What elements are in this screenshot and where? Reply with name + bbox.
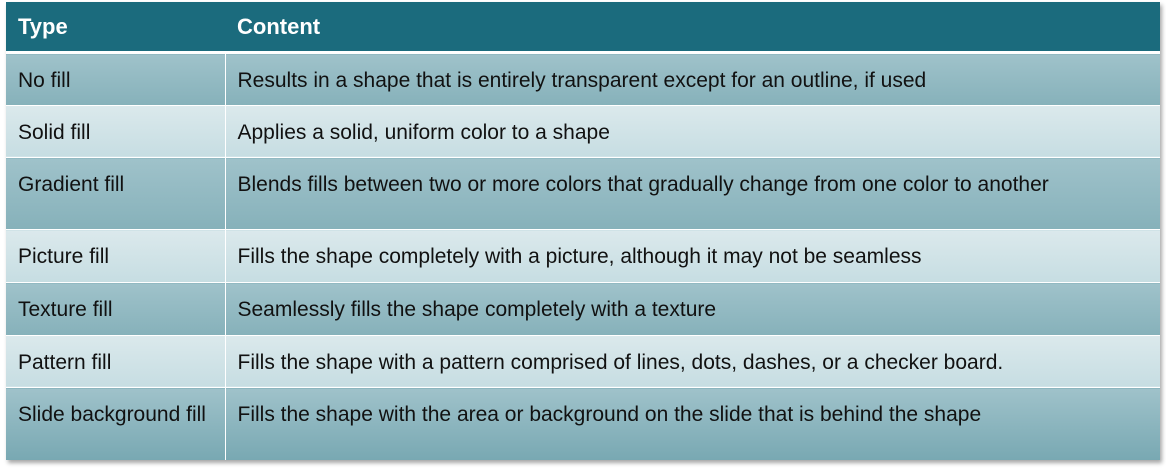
row-content-cell: Fills the shape completely with a pictur… [225, 229, 1160, 283]
row-type-cell: Texture fill [6, 282, 226, 336]
row-content-cell: Fills the shape with the area or backgro… [225, 387, 1160, 460]
header-content: Content [225, 2, 1160, 54]
table-row: Picture fill Fills the shape completely … [6, 229, 1160, 283]
table-header-row: Type Content [6, 2, 1160, 54]
row-type-cell: Gradient fill [6, 157, 226, 230]
row-content-cell: Seamlessly fills the shape completely wi… [225, 282, 1160, 336]
header-type: Type [6, 2, 225, 54]
row-content-cell: Fills the shape with a pattern comprised… [225, 334, 1160, 388]
row-type-cell: Solid fill [6, 104, 226, 158]
table-row: Solid fill Applies a solid, uniform colo… [6, 104, 1160, 158]
table-row: Pattern fill Fills the shape with a patt… [6, 334, 1160, 388]
row-content-cell: Applies a solid, uniform color to a shap… [225, 104, 1160, 158]
row-type-cell: Slide background fill [6, 387, 226, 460]
row-type-cell: No fill [6, 52, 226, 106]
table-row: Gradient fill Blends fills between two o… [6, 157, 1160, 230]
row-type-cell: Pattern fill [6, 334, 226, 388]
table-row: Slide background fill Fills the shape wi… [6, 387, 1160, 460]
table-row: No fill Results in a shape that is entir… [6, 52, 1160, 106]
row-type-cell: Picture fill [6, 229, 226, 283]
fill-types-table-container: Type Content No fill Results in a shape … [6, 2, 1160, 460]
table-row: Texture fill Seamlessly fills the shape … [6, 282, 1160, 336]
row-content-cell: Results in a shape that is entirely tran… [225, 52, 1160, 106]
row-content-cell: Blends fills between two or more colors … [225, 157, 1160, 230]
fill-types-table: Type Content No fill Results in a shape … [6, 2, 1160, 460]
